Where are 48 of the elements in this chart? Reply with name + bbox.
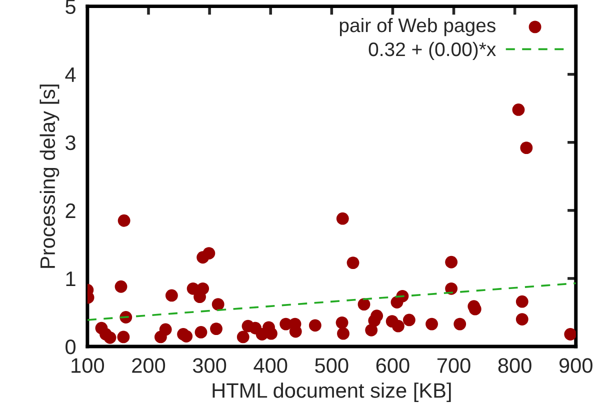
y-axis-title: Processing delay [s]: [40, 84, 60, 268]
y-tick-label: 1: [66, 272, 76, 286]
point: [512, 104, 525, 116]
point: [520, 142, 533, 154]
x-tick-label: 300: [192, 358, 226, 373]
x-tick-label: 200: [132, 358, 166, 373]
point: [154, 330, 167, 344]
point: [194, 326, 208, 338]
y-tick-label: 4: [65, 68, 76, 82]
point: [454, 318, 466, 330]
x-axis-title: HTML document size [KB]: [212, 382, 451, 402]
y-tick-label: 0: [66, 340, 76, 354]
point: [392, 320, 404, 332]
point: [165, 289, 178, 302]
point: [180, 330, 193, 343]
point: [236, 330, 250, 344]
point: [564, 328, 576, 340]
point: [117, 330, 130, 344]
point: [210, 322, 222, 336]
point: [336, 316, 348, 329]
point: [445, 256, 458, 268]
x-tick-label: 600: [376, 358, 410, 373]
point: [308, 319, 322, 332]
legend-label: 0.32 + (0.00)*x: [368, 42, 496, 60]
y-tick-label: 2: [66, 203, 76, 218]
point: [336, 212, 349, 225]
y-tick-label: 3: [66, 135, 76, 150]
point: [202, 247, 216, 260]
point: [426, 318, 438, 330]
point: [114, 280, 128, 293]
x-tick-label: 500: [315, 358, 348, 373]
point: [346, 256, 360, 270]
point: [337, 327, 350, 340]
legend-label: pair of Web pages: [340, 18, 496, 36]
point: [402, 314, 416, 326]
y-tick-label: 5: [66, 0, 76, 14]
x-tick-label: 800: [498, 358, 532, 373]
point: [370, 310, 384, 322]
point: [516, 295, 528, 308]
x-tick-label: 700: [437, 358, 470, 373]
point: [358, 298, 370, 311]
x-tick-label: 900: [559, 358, 592, 373]
point: [212, 298, 224, 311]
point: [118, 214, 130, 227]
x-tick-label: 400: [254, 358, 288, 373]
point: [104, 331, 116, 344]
x-tick-label: 100: [72, 358, 104, 373]
point: [516, 313, 528, 326]
